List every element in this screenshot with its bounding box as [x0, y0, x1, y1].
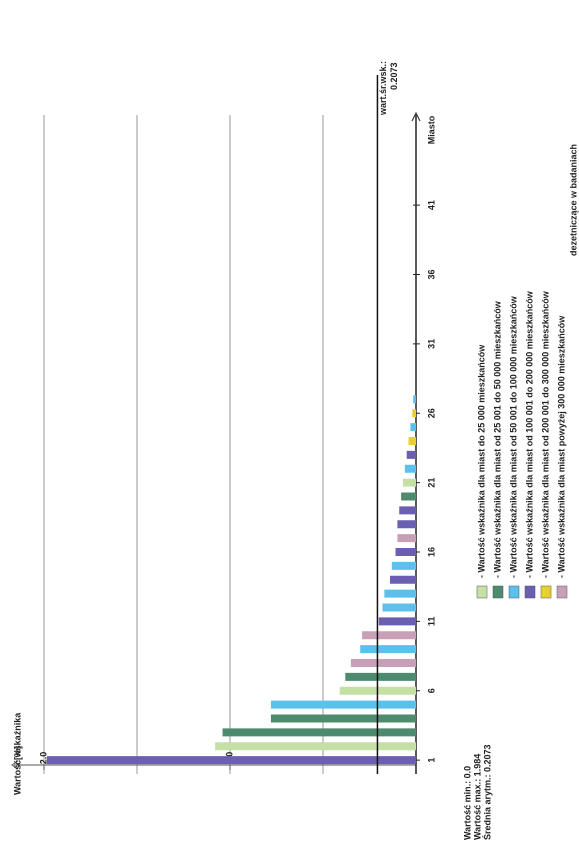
- y-axis-arrow: [11, 760, 19, 770]
- bar: [397, 534, 416, 543]
- legend-label: - Wartość wskaźnika dla miast od 50 001 …: [508, 295, 518, 578]
- bar: [397, 520, 416, 529]
- mean-label: wart.śr.wsk.:: [378, 61, 388, 116]
- stat-text: Wartość min.: 0.0: [462, 766, 472, 840]
- bar: [395, 548, 417, 556]
- legend-label: - Wartość wskaźnika dla miast od 200 001…: [540, 290, 550, 578]
- bar: [215, 742, 416, 751]
- chart-title: dezetniczące w badaniach: [568, 144, 578, 256]
- legend-label: - Wartość wskaźnika dla miast powyżej 30…: [556, 315, 566, 578]
- legend-swatch: [540, 585, 552, 599]
- bar: [360, 645, 417, 654]
- bar: [46, 756, 416, 765]
- bar: [350, 659, 416, 667]
- bar: [270, 700, 417, 709]
- legend-swatch: [492, 585, 504, 599]
- y-axis-unit: [%]: [12, 746, 22, 760]
- bar: [406, 450, 417, 459]
- x-tick-label: 36: [426, 269, 436, 279]
- legend-swatch: [556, 585, 568, 599]
- x-tick-label: 16: [426, 547, 436, 557]
- bar: [384, 589, 417, 598]
- legend-swatch: [476, 585, 488, 599]
- bar: [412, 409, 416, 418]
- y-axis-title: Wartość wskaźnika: [12, 712, 22, 795]
- bar: [222, 728, 416, 737]
- bar: [391, 561, 417, 570]
- legend-swatch: [508, 585, 520, 599]
- bar: [378, 617, 416, 626]
- legend-swatch: [524, 585, 536, 599]
- stat-text: Wartość max.: 1.984: [472, 754, 482, 840]
- bar: [413, 395, 416, 404]
- x-tick-label: 26: [426, 408, 436, 418]
- mean-value: 0.2073: [389, 62, 399, 90]
- bar: [382, 603, 416, 612]
- bar: [345, 672, 417, 681]
- bar: [402, 478, 417, 487]
- x-axis-arrow: [411, 111, 421, 122]
- legend-label: - Wartość wskaźnika dla miast do 25 000 …: [476, 344, 486, 578]
- bar: [399, 506, 417, 515]
- stat-text: Średnia arytm.: 0.2073: [481, 744, 492, 840]
- legend-label: - Wartość wskaźnika dla miast od 100 001…: [524, 290, 534, 578]
- x-tick-label: 11: [426, 617, 436, 627]
- x-tick-label: 6: [426, 688, 436, 693]
- x-tick-label: 21: [426, 478, 436, 488]
- y-tick-label: 2.0: [38, 752, 48, 765]
- x-tick-label: 31: [426, 339, 436, 349]
- bar: [270, 714, 417, 723]
- bar: [404, 464, 416, 473]
- bar: [408, 437, 416, 445]
- x-tick-label: 41: [426, 200, 436, 210]
- legend-label: - Wartość wskaźnika dla miast od 25 001 …: [492, 300, 502, 578]
- bar: [362, 631, 416, 640]
- bar: [410, 423, 417, 432]
- x-axis-title: Miasto: [426, 115, 436, 144]
- x-tick-label: 1: [426, 758, 436, 763]
- bar: [401, 492, 416, 501]
- bar: [389, 575, 416, 584]
